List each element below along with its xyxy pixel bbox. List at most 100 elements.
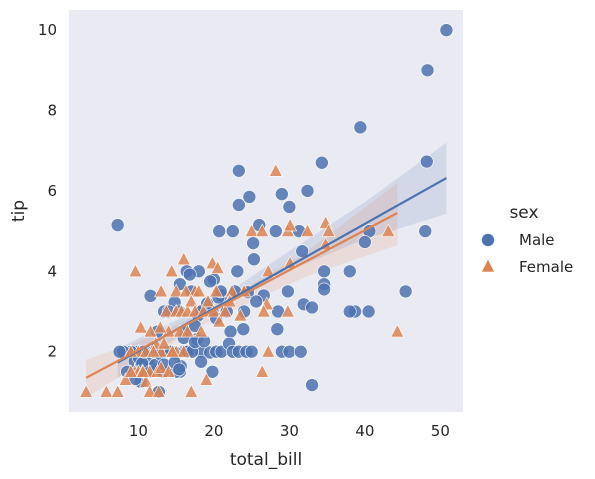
data-point-female — [133, 319, 148, 334]
data-point-female — [244, 223, 259, 237]
data-point-male — [270, 322, 285, 336]
data-point-female — [154, 360, 169, 374]
data-point-female — [390, 323, 405, 338]
data-point-male — [342, 264, 357, 279]
data-point-male — [236, 322, 251, 336]
x-tick-label: 50 — [431, 422, 450, 440]
data-point-male — [293, 344, 308, 359]
data-point-female — [128, 263, 143, 278]
data-point-male — [172, 362, 186, 377]
data-point-female — [255, 223, 270, 237]
data-point-male — [232, 198, 246, 212]
data-point-male — [112, 344, 127, 359]
data-point-male — [305, 378, 319, 392]
y-tick-label: 10 — [38, 21, 57, 39]
data-point-male — [282, 200, 297, 214]
y-tick-label: 2 — [47, 343, 57, 361]
regression-line-female — [85, 212, 398, 379]
data-point-female — [283, 217, 298, 232]
data-point-female — [79, 384, 94, 398]
data-point-female — [118, 372, 133, 386]
data-point-female — [256, 303, 271, 318]
data-point-female — [381, 223, 396, 237]
data-point-male — [281, 284, 295, 299]
legend-marker-female — [481, 258, 495, 273]
x-axis-label: total_bill — [230, 450, 302, 470]
data-point-male — [230, 264, 245, 279]
data-point-male — [420, 63, 435, 78]
data-point-male — [317, 282, 331, 297]
data-point-female — [161, 364, 176, 378]
data-point-male — [212, 224, 227, 238]
data-point-female — [268, 163, 283, 177]
data-point-female — [99, 384, 114, 398]
data-point-male — [242, 190, 257, 204]
data-point-female — [143, 323, 158, 338]
data-point-male — [398, 284, 413, 299]
data-point-male — [269, 224, 283, 238]
y-tick-label: 4 — [47, 262, 57, 280]
data-point-female — [280, 303, 295, 318]
data-point-male — [110, 218, 125, 232]
x-tick-label: 30 — [280, 422, 299, 440]
data-point-male — [194, 354, 208, 369]
data-point-female — [199, 372, 214, 386]
data-point-female — [169, 283, 184, 298]
data-point-male — [205, 364, 220, 379]
data-point-female — [159, 303, 174, 318]
data-point-male — [203, 274, 217, 289]
data-point-male — [342, 304, 357, 319]
data-point-female — [165, 344, 180, 358]
y-axis-label: tip — [9, 200, 29, 222]
data-point-female — [157, 336, 172, 350]
data-point-male — [353, 120, 368, 135]
data-point-male — [315, 155, 329, 170]
data-point-male — [300, 184, 315, 198]
data-point-male — [358, 235, 372, 249]
data-points — [79, 23, 454, 399]
y-tick-label: 6 — [47, 182, 57, 200]
data-point-male — [232, 164, 246, 178]
data-point-female — [209, 283, 224, 298]
data-point-male — [249, 294, 263, 309]
legend: sex Male Female — [481, 203, 573, 276]
data-point-male — [317, 264, 331, 279]
regression-lines — [85, 177, 448, 379]
data-point-female — [110, 384, 125, 398]
data-point-male — [295, 244, 310, 258]
data-point-male — [439, 23, 454, 37]
y-tick-label: 8 — [47, 102, 57, 120]
data-point-male — [305, 300, 319, 315]
data-point-female — [138, 374, 153, 388]
data-point-female — [300, 223, 315, 237]
data-point-female — [135, 364, 150, 378]
y-axis-ticks: 2 4 6 8 10 — [38, 21, 57, 361]
data-point-female — [184, 384, 199, 398]
data-point-female — [146, 344, 161, 358]
data-point-female — [154, 283, 169, 298]
data-point-male — [225, 224, 240, 238]
data-point-male — [419, 154, 434, 169]
data-point-female — [225, 283, 240, 298]
data-point-male — [182, 267, 197, 282]
x-axis-ticks: 10 20 30 40 50 — [129, 422, 450, 440]
data-point-female — [151, 384, 166, 398]
data-point-female — [210, 260, 225, 274]
data-point-female — [255, 364, 270, 378]
data-point-male — [244, 344, 259, 359]
data-point-female — [176, 344, 191, 358]
data-point-female — [184, 293, 199, 308]
data-point-female — [164, 263, 179, 278]
data-point-female — [191, 283, 206, 298]
data-point-female — [194, 323, 209, 338]
data-point-female — [180, 323, 195, 338]
data-point-male — [275, 187, 289, 201]
data-point-female — [153, 319, 168, 334]
legend-title: sex — [509, 203, 538, 223]
data-point-female — [178, 283, 193, 298]
data-point-female — [200, 293, 215, 308]
legend-label-female: Female — [519, 258, 573, 276]
legend-label-male: Male — [519, 231, 555, 249]
data-point-female — [123, 364, 138, 378]
